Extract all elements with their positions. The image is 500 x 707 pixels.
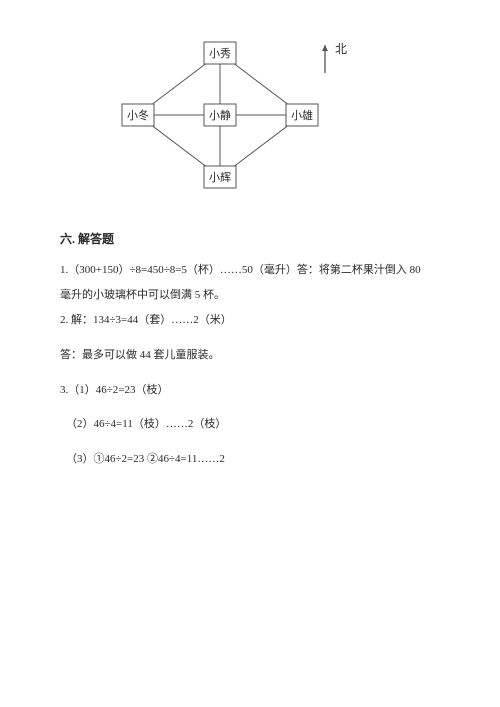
compass-label: 北 <box>335 42 347 56</box>
diagram-edge <box>153 64 206 104</box>
section-heading: 六. 解答题 <box>60 230 114 247</box>
diagram-node-label-left: 小冬 <box>127 108 149 122</box>
page: 小秀小冬 小静 小雄小辉 北 六. 解答题 1.（300+150）÷8=450÷8=5… <box>0 0 500 707</box>
q1-line1: 1.（300+150）÷8=450÷8=5（杯）……50（毫升）答：将第二杯果汁… <box>60 260 460 281</box>
compass-arrow-head <box>322 45 328 51</box>
relationship-diagram: 小秀小冬 小静 小雄小辉 北 <box>120 35 360 205</box>
diagram-edge <box>153 126 206 166</box>
q1-line2: 毫升的小玻璃杯中可以倒满 5 杯。 <box>60 285 460 306</box>
q3-line2: （2）46÷4=11（枝）……2（枝） <box>60 414 460 435</box>
spacer <box>60 439 460 445</box>
diagram-edge <box>235 64 288 104</box>
q2-line2: 答：最多可以做 44 套儿童服装。 <box>60 345 460 366</box>
diagram-node-label-bottom: 小辉 <box>209 171 231 184</box>
spacer <box>60 370 460 376</box>
q3-line1: 3.（1）46÷2=23（枝） <box>60 380 460 401</box>
diagram-edge <box>235 126 288 166</box>
spacer <box>60 335 460 341</box>
diagram-node-label-right: 小雄 <box>291 108 313 122</box>
q2-line1: 2. 解：134÷3=44（套）……2（米） <box>60 310 460 331</box>
diagram-node-label-top: 小秀 <box>209 47 231 60</box>
answers-block: 1.（300+150）÷8=450÷8=5（杯）……50（毫升）答：将第二杯果汁… <box>60 260 460 474</box>
q3-line3: （3）①46÷2=23 ②46÷4=11……2 <box>60 449 460 470</box>
diagram-node-label-center: 小静 <box>209 108 231 122</box>
spacer <box>60 404 460 410</box>
diagram-svg: 小秀小冬 小静 小雄小辉 北 <box>120 35 360 205</box>
